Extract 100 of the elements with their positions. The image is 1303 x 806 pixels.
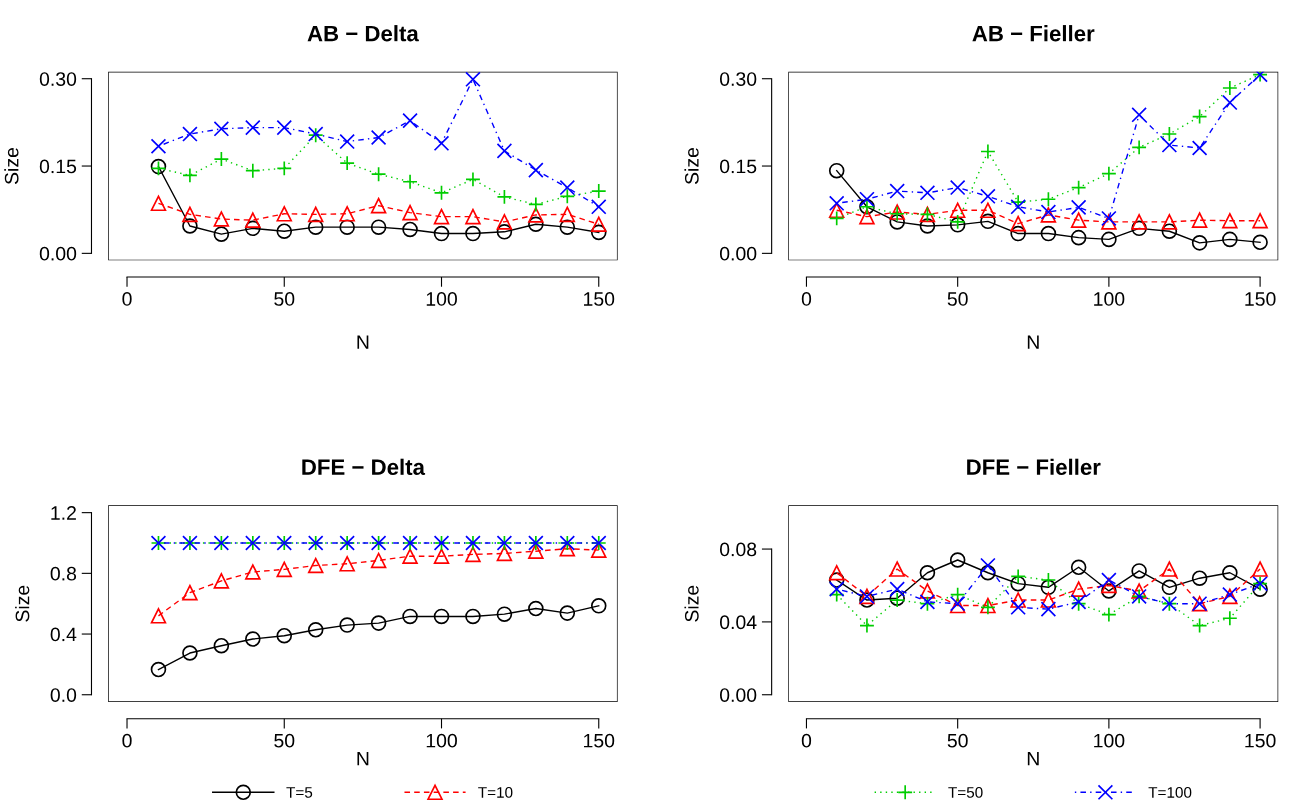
point	[370, 552, 387, 569]
point	[1040, 572, 1057, 588]
point	[1010, 592, 1026, 608]
x-tick-label: 100	[1094, 733, 1125, 748]
point	[1252, 561, 1268, 577]
legend-label: T=5	[286, 787, 313, 798]
legend-label: T=10	[478, 786, 513, 798]
point	[496, 606, 513, 622]
point	[402, 221, 418, 238]
x-tick-label: 50	[947, 733, 968, 748]
point	[1252, 581, 1268, 597]
point	[919, 218, 936, 234]
point	[339, 219, 355, 235]
point	[1101, 583, 1117, 599]
point	[1010, 194, 1026, 210]
point	[370, 166, 387, 182]
point	[182, 645, 198, 661]
point	[1222, 94, 1238, 111]
point	[1070, 581, 1087, 597]
point	[433, 135, 450, 152]
legend-label: T=50	[948, 786, 983, 798]
point	[1040, 592, 1057, 608]
point	[859, 208, 875, 225]
point	[859, 617, 875, 634]
point	[307, 206, 324, 223]
point	[1191, 570, 1208, 586]
point	[590, 216, 607, 233]
point	[182, 126, 198, 142]
point	[1131, 220, 1147, 237]
point	[590, 598, 607, 614]
point	[828, 195, 845, 212]
point	[980, 557, 996, 574]
point	[213, 151, 230, 167]
point	[889, 561, 905, 577]
point	[1191, 617, 1208, 634]
point	[559, 219, 576, 235]
point	[150, 195, 167, 212]
x-axis-title: N	[357, 751, 369, 766]
y-tick-label: 0.30	[39, 72, 77, 86]
point	[433, 208, 450, 225]
point	[590, 183, 607, 199]
point	[1101, 572, 1117, 588]
point	[980, 564, 996, 581]
point	[370, 615, 387, 631]
point	[1191, 108, 1208, 125]
point	[1222, 610, 1238, 627]
point	[496, 224, 513, 240]
point	[980, 188, 996, 205]
point	[245, 564, 261, 580]
point	[150, 138, 167, 155]
point	[402, 173, 418, 190]
point	[1010, 568, 1026, 585]
point	[182, 584, 198, 601]
point	[339, 205, 355, 222]
y-tick-label: 0.30	[719, 72, 757, 86]
point	[528, 543, 544, 559]
point	[402, 608, 418, 625]
point	[496, 189, 513, 205]
point	[919, 564, 936, 581]
y-tick-label: 1.2	[51, 506, 76, 520]
point	[245, 162, 261, 179]
y-tick-label: 0.0	[50, 688, 77, 702]
x-tick-label: 0	[801, 292, 812, 306]
chart-title: AB − Delta	[307, 25, 419, 42]
point	[1131, 139, 1147, 156]
point	[1101, 231, 1117, 248]
point	[590, 199, 607, 215]
chart-title: AB − Fieller	[972, 25, 1095, 42]
point	[1070, 179, 1087, 196]
point	[1070, 212, 1087, 228]
point	[1101, 214, 1117, 230]
point	[1131, 214, 1147, 230]
point	[213, 637, 230, 654]
x-axis-title: N	[1027, 751, 1039, 766]
point	[276, 561, 293, 578]
point	[828, 572, 845, 588]
point	[889, 581, 905, 597]
point	[1252, 234, 1268, 251]
point	[859, 592, 875, 608]
point	[980, 143, 996, 160]
point	[245, 220, 261, 237]
point	[276, 119, 293, 136]
point	[276, 223, 293, 240]
x-tick-label: 0	[801, 733, 812, 748]
point	[150, 661, 167, 678]
point	[1222, 231, 1238, 248]
point	[1252, 212, 1268, 229]
point	[528, 196, 544, 213]
point	[1010, 599, 1026, 616]
point	[949, 202, 966, 219]
point	[1161, 561, 1178, 577]
point	[276, 205, 293, 222]
x-tick-label: 50	[274, 733, 295, 748]
point	[213, 573, 230, 589]
point	[213, 121, 230, 137]
point	[307, 622, 324, 638]
point	[465, 71, 481, 88]
point	[949, 586, 966, 603]
point	[1191, 235, 1208, 251]
point	[1191, 212, 1208, 228]
